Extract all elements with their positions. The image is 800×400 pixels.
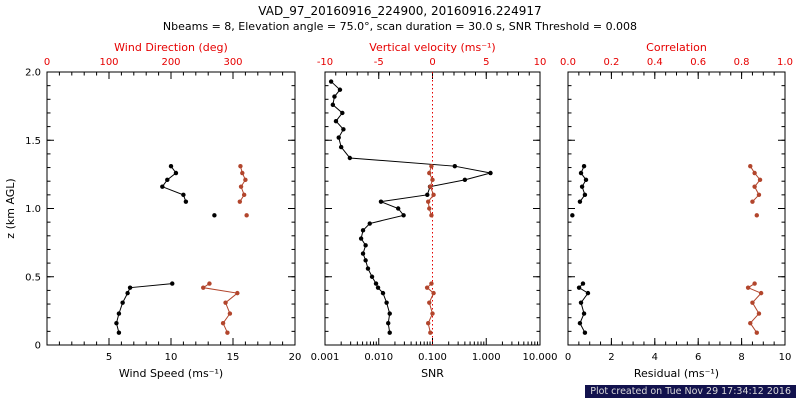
svg-text:0: 0: [429, 57, 435, 68]
creation-timestamp: Plot created on Tue Nov 29 17:34:12 2016: [585, 385, 796, 398]
svg-text:2.0: 2.0: [25, 68, 41, 79]
series-snr: [328, 79, 493, 335]
svg-text:Residual (ms⁻¹): Residual (ms⁻¹): [634, 367, 719, 380]
svg-text:1.0: 1.0: [777, 57, 793, 68]
svg-text:100: 100: [99, 57, 118, 68]
wind-panel: 0 0.5 1.0 1.5 2.0 5 10 15 20 Wind Speed (ms⁻¹) 0 10…: [4, 41, 301, 380]
svg-text:0: 0: [35, 341, 41, 352]
svg-text:4: 4: [652, 352, 658, 363]
svg-text:5: 5: [483, 57, 489, 68]
svg-text:z (km AGL): z (km AGL): [4, 178, 17, 238]
svg-text:1.000: 1.000: [472, 352, 501, 363]
svg-text:0.2: 0.2: [603, 57, 619, 68]
series-correlation: [745, 163, 764, 335]
svg-text:0.0: 0.0: [560, 57, 576, 68]
svg-text:20: 20: [289, 352, 302, 363]
series-residual: [570, 163, 591, 335]
svg-text:200: 200: [161, 57, 180, 68]
svg-text:0.010: 0.010: [364, 352, 393, 363]
series-wind_direction: [201, 163, 249, 335]
svg-text:8: 8: [738, 352, 744, 363]
svg-text:Wind Direction (deg): Wind Direction (deg): [114, 41, 228, 54]
plot-subtitle: Nbeams = 8, Elevation angle = 75.0°, sca…: [162, 20, 638, 33]
svg-text:0.001: 0.001: [311, 352, 340, 363]
plot-title: VAD_97_20160916_224900, 20160916.224917: [258, 4, 542, 18]
svg-text:300: 300: [223, 57, 242, 68]
svg-text:1.0: 1.0: [25, 204, 41, 215]
svg-text:0.6: 0.6: [690, 57, 706, 68]
svg-text:6: 6: [695, 352, 701, 363]
svg-text:-5: -5: [374, 57, 384, 68]
svg-text:0: 0: [565, 352, 571, 363]
svg-text:SNR: SNR: [421, 367, 444, 380]
svg-text:10: 10: [165, 352, 178, 363]
svg-text:Wind Speed (ms⁻¹): Wind Speed (ms⁻¹): [119, 367, 223, 380]
svg-text:0.100: 0.100: [418, 352, 447, 363]
svg-text:10.000: 10.000: [523, 352, 558, 363]
series-wind_speed: [114, 163, 217, 335]
svg-text:-10: -10: [317, 57, 333, 68]
svg-text:Correlation: Correlation: [646, 41, 707, 54]
svg-text:Vertical velocity (ms⁻¹): Vertical velocity (ms⁻¹): [369, 41, 495, 54]
svg-text:10: 10: [779, 352, 792, 363]
svg-text:0.5: 0.5: [25, 272, 41, 283]
svg-text:0.4: 0.4: [647, 57, 663, 68]
svg-text:1.5: 1.5: [25, 136, 41, 147]
svg-text:0.8: 0.8: [734, 57, 750, 68]
svg-text:0: 0: [44, 57, 50, 68]
svg-text:10: 10: [534, 57, 547, 68]
residual-panel: 0 2 4 6 8 10 Residual (ms⁻¹) 0.0 0.2 0.4 0.6 0.8 1.0…: [560, 41, 793, 380]
svg-text:15: 15: [227, 352, 240, 363]
series-vertical_velocity: [424, 163, 436, 335]
snr-panel: 0.001 0.010 0.100 1.000 10.000 SNR -10 -5 0 5 10 Ve…: [311, 41, 558, 380]
svg-text:5: 5: [106, 352, 112, 363]
svg-text:2: 2: [608, 352, 614, 363]
